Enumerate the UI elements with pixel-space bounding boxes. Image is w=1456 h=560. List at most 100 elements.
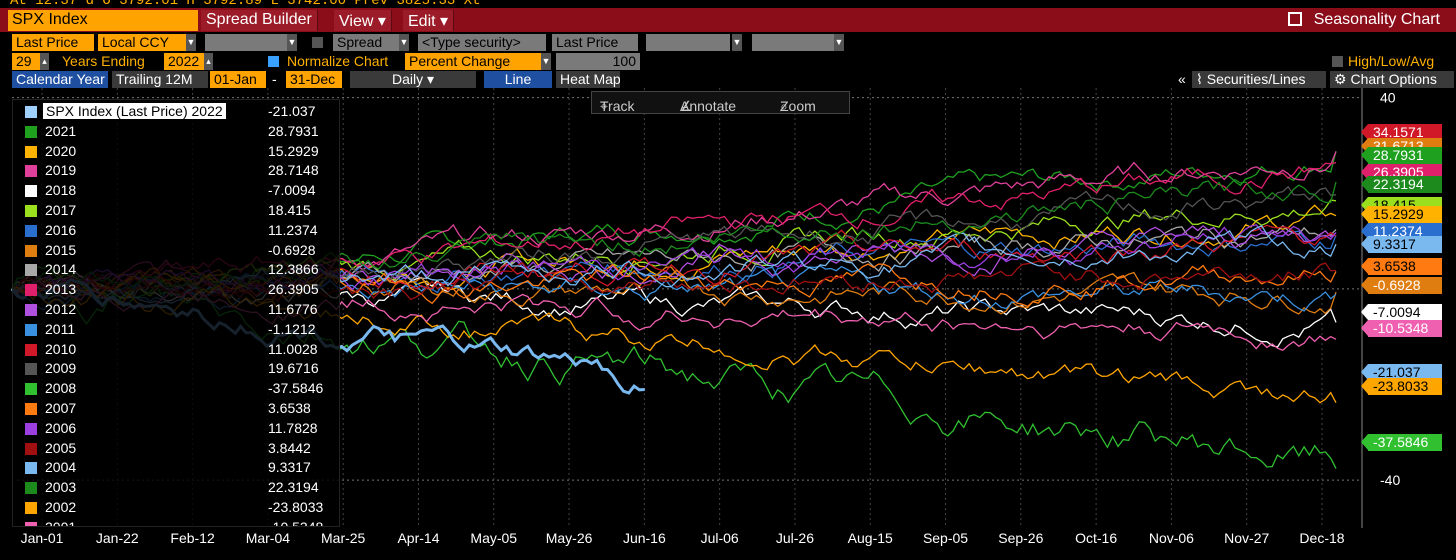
start-date-input[interactable]: 01-Jan <box>210 71 266 88</box>
series-end-value: 3.6538 <box>1361 258 1442 275</box>
legend-item[interactable]: 2012 11.6776 <box>13 300 339 320</box>
legend-swatch <box>25 264 37 277</box>
legend-item[interactable]: 2009 19.6716 <box>13 359 339 379</box>
legend-item[interactable]: 2018 -7.0094 <box>13 181 339 201</box>
y-tick-label: 40 <box>1380 90 1396 106</box>
series-end-value: 9.3317 <box>1361 236 1442 253</box>
x-tick-label: Mar-04 <box>245 530 291 546</box>
legend-value: -1.1212 <box>268 320 316 337</box>
legend-item[interactable]: SPX Index (Last Price) 2022 -21.037 <box>13 102 339 122</box>
securities-lines-button[interactable]: ⌇ Securities/Lines <box>1192 71 1326 88</box>
base-input[interactable]: 100 <box>556 53 640 70</box>
magnifier-icon: ⌕ <box>780 98 788 114</box>
legend-swatch <box>25 442 37 455</box>
legend-item[interactable]: 2017 18.415 <box>13 201 339 221</box>
series-end-value: 28.7931 <box>1361 147 1442 164</box>
legend-item[interactable]: 2010 11.0028 <box>13 340 339 360</box>
legend-item[interactable]: 2020 15.2929 <box>13 142 339 162</box>
legend-item[interactable]: 2004 9.3317 <box>13 458 339 478</box>
legend-item[interactable]: 2007 3.6538 <box>13 399 339 419</box>
chevron-down-icon[interactable]: ▼ <box>399 34 409 51</box>
legend-swatch <box>25 502 37 514</box>
legend-item[interactable]: 2021 28.7931 <box>13 122 339 142</box>
price-field-2[interactable]: Last Price <box>552 34 638 51</box>
legend-value: 22.3194 <box>268 479 319 496</box>
chevron-down-icon[interactable]: ▼ <box>186 34 196 51</box>
gear-icon: ⚙ <box>1334 71 1351 87</box>
x-tick-label: Mar-25 <box>320 530 366 546</box>
trailing-12m-tab[interactable]: Trailing 12M <box>112 71 208 88</box>
legend-label: 2016 <box>45 221 77 238</box>
legend-swatch <box>25 145 37 158</box>
legend-swatch <box>25 125 37 138</box>
field-blank-2[interactable] <box>646 34 730 51</box>
x-tick-label: Sep-05 <box>922 530 969 546</box>
legend-panel[interactable]: SPX Index (Last Price) 2022 -21.037 2021 28… <box>12 99 340 527</box>
field-blank-3[interactable] <box>752 34 834 51</box>
legend-item[interactable]: 2011 -1.1212 <box>13 320 339 340</box>
x-tick-label: Jul-26 <box>775 530 815 546</box>
hla-checkbox[interactable] <box>1332 56 1343 67</box>
legend-value: 9.3317 <box>268 459 311 476</box>
legend-value: 28.7931 <box>268 122 319 139</box>
legend-label: 2020 <box>45 142 77 159</box>
edit-menu[interactable]: Edit ▾ <box>403 10 455 31</box>
legend-swatch <box>25 185 37 198</box>
series-end-value: 11.2374 <box>1361 223 1442 240</box>
years-input[interactable]: 29 <box>12 53 40 70</box>
x-tick-label: May-05 <box>470 530 518 546</box>
legend-item[interactable]: 2019 28.7148 <box>13 161 339 181</box>
seasonality-chart[interactable]: 40 -40 <box>0 88 1456 530</box>
end-date-input[interactable]: 31-Dec <box>286 71 342 88</box>
spread-builder-button[interactable]: Spread Builder <box>201 10 318 31</box>
legend-item[interactable]: 2014 12.3866 <box>13 260 339 280</box>
legend-item[interactable]: 2002 -23.8033 <box>13 498 339 518</box>
chevron-down-icon[interactable]: ▼ <box>541 53 551 70</box>
security-input[interactable]: <Type security> <box>418 34 546 51</box>
spread-select[interactable]: Spread <box>333 34 399 51</box>
legend-item[interactable]: 2005 3.8442 <box>13 439 339 459</box>
collapse-button[interactable]: « <box>1178 71 1186 87</box>
stepper-icon[interactable]: ▴ <box>40 53 49 70</box>
legend-item[interactable]: 2003 22.3194 <box>13 478 339 498</box>
options-row: 29 ▴ Years Ending 2022 ▴ Normalize Chart… <box>0 53 1456 71</box>
normalize-checkbox[interactable] <box>268 56 279 67</box>
legend-item[interactable]: 2016 11.2374 <box>13 221 339 241</box>
legend-value: 12.3866 <box>268 261 319 278</box>
mode-select[interactable]: Percent Change <box>405 53 541 70</box>
legend-value: 11.0028 <box>268 340 318 357</box>
security-field[interactable]: SPX Index <box>8 10 198 31</box>
chart-options-button[interactable]: ⚙ Chart Options <box>1330 71 1454 88</box>
view-menu[interactable]: View ▾ <box>334 10 392 31</box>
legend-swatch <box>25 205 37 217</box>
legend-item[interactable]: 2013 26.3905 <box>13 280 339 300</box>
stepper-icon[interactable]: ▴ <box>204 53 213 70</box>
x-axis: Jan-01 Jan-22 Feb-12 Mar-04 Mar-25 Apr-14 May-… <box>0 530 1456 560</box>
spread-checkbox[interactable] <box>312 37 323 48</box>
field-blank-1[interactable] <box>205 34 287 51</box>
chevron-down-icon[interactable]: ▼ <box>834 34 844 51</box>
legend-swatch <box>25 422 37 435</box>
legend-item[interactable]: 2008 -37.5846 <box>13 379 339 399</box>
legend-item[interactable]: 2015 -0.6928 <box>13 241 339 261</box>
legend-value: -37.5846 <box>268 380 324 397</box>
normalize-label: Normalize Chart <box>287 53 389 69</box>
legend-item[interactable]: 2006 11.7828 <box>13 419 339 439</box>
periodicity-select[interactable]: Daily ▾ <box>350 71 476 88</box>
external-link-icon[interactable] <box>1287 12 1302 26</box>
line-tab[interactable]: Line <box>484 71 552 88</box>
x-tick-label: Oct-16 <box>1075 530 1118 546</box>
chevron-down-icon[interactable]: ▼ <box>732 34 742 51</box>
chevron-down-icon[interactable]: ▼ <box>287 34 297 51</box>
price-field-select[interactable]: Last Price <box>12 34 94 51</box>
legend-value: 28.7148 <box>268 162 319 179</box>
calendar-year-tab[interactable]: Calendar Year <box>12 71 108 88</box>
legend-swatch <box>25 304 37 316</box>
series-end-value: -7.0094 <box>1361 304 1442 321</box>
legend-label: 2013 <box>45 281 77 298</box>
year-input[interactable]: 2022 <box>164 53 204 70</box>
legend-item[interactable]: 2001 -10.5348 <box>13 518 339 526</box>
currency-select[interactable]: Local CCY <box>98 34 186 51</box>
series-end-value: -23.8033 <box>1361 378 1442 395</box>
heatmap-tab[interactable]: Heat Map <box>556 71 620 88</box>
